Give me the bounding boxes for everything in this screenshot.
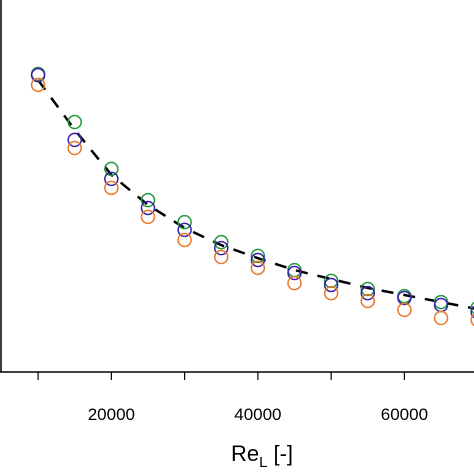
data-point [323,285,339,301]
data-point [433,297,449,313]
data-point [213,249,229,265]
x-tick-label: 20000 [88,405,135,424]
data-point [67,114,82,130]
data-point [287,275,302,291]
x-tick-label: 40000 [234,405,281,424]
data-point [104,180,119,196]
data-point [177,214,192,230]
data-point [177,232,192,248]
data-point [397,290,412,306]
data-point [250,252,266,268]
data-point [470,301,474,315]
data-point [470,305,474,319]
data-point [360,293,376,309]
data-point [213,234,229,250]
plot-area [30,66,474,327]
data-point [140,192,156,208]
data-point [397,302,412,318]
data-point [323,277,339,293]
data-point [30,67,46,83]
data-point [287,265,302,281]
data-point [433,310,449,326]
data-point [104,161,119,177]
data-point [213,240,229,256]
data-point [360,285,376,301]
data-point [140,200,156,216]
data-point [470,313,474,327]
data-point [67,140,82,156]
data-point [30,77,46,93]
data-point [104,171,119,187]
x-tick-label: 60000 [381,405,428,424]
x-label-main: Re [231,441,259,466]
data-point [360,281,376,297]
data-point [250,248,266,264]
data-point [177,222,192,238]
data-point [250,260,266,276]
x-axis-label: ReL [-] [231,441,293,471]
x-label-suffix: [-] [273,441,293,466]
data-point [140,209,156,225]
x-label-subscript: L [259,454,267,471]
data-point [67,132,82,148]
